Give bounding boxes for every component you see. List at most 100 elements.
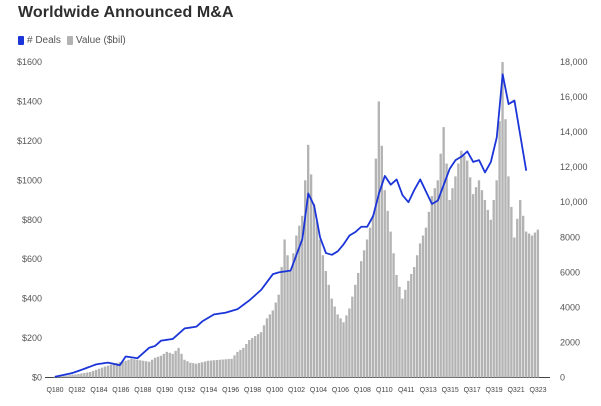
- bar-value: [245, 343, 248, 378]
- right-axis-tick-label: 12,000: [560, 162, 588, 172]
- x-axis-tick-label: Q186: [112, 387, 129, 394]
- bar-value: [127, 359, 130, 378]
- right-axis-tick-label: 4000: [560, 302, 580, 312]
- left-axis-tick-label: $1600: [17, 57, 42, 67]
- bar-value: [368, 227, 372, 378]
- bar-value: [410, 273, 413, 378]
- bar-value: [448, 200, 451, 378]
- bar-value: [463, 155, 466, 378]
- bar-value: [118, 362, 121, 378]
- bar-value: [510, 206, 513, 378]
- bar-value: [480, 190, 484, 378]
- bar-value: [395, 274, 398, 378]
- bar-value: [333, 306, 336, 378]
- bar-value: [327, 284, 330, 378]
- bar-value: [427, 211, 431, 378]
- bar-value: [513, 237, 516, 378]
- bar-value: [398, 286, 401, 378]
- bar-value: [206, 360, 210, 378]
- line-series-deals: [54, 73, 528, 378]
- x-axis-tick-label: Q319: [486, 387, 503, 394]
- bar-value: [351, 296, 354, 378]
- bar-value: [536, 229, 540, 378]
- x-axis-tick-label: Q102: [288, 387, 305, 394]
- bar-value: [100, 367, 104, 378]
- bar-value: [53, 376, 57, 378]
- legend-item-value[interactable]: Value ($bil): [66, 35, 126, 46]
- x-axis-tick-label: Q313: [420, 387, 437, 394]
- bar-value: [62, 375, 65, 378]
- bar-value: [262, 325, 266, 378]
- right-axis-tick-label: 6000: [560, 267, 580, 277]
- bar-value: [124, 360, 127, 378]
- bar-value: [530, 235, 534, 378]
- bar-value: [324, 271, 328, 378]
- bar-value: [248, 340, 251, 378]
- bar-value: [221, 359, 224, 378]
- bar-value: [516, 218, 519, 378]
- bar-value: [336, 314, 339, 378]
- x-axis-tick-label: Q192: [178, 387, 195, 394]
- bar-value: [524, 231, 528, 378]
- bar-value: [445, 163, 448, 378]
- right-axis-tick-label: 10,000: [560, 197, 588, 207]
- bar-value: [348, 308, 351, 378]
- bar-value: [371, 215, 375, 378]
- bar-value: [460, 150, 463, 378]
- legend-item-deals[interactable]: # Deals: [18, 35, 61, 46]
- bar-value: [312, 203, 316, 378]
- bar-value: [280, 267, 283, 378]
- bar-value: [174, 350, 177, 378]
- bar-value: [209, 360, 213, 378]
- bar-value: [171, 353, 174, 378]
- bar-value: [306, 144, 310, 378]
- bar-value: [374, 158, 378, 378]
- bar-value: [224, 359, 227, 378]
- bar-value: [150, 359, 154, 378]
- x-axis-tick-label: Q411: [398, 387, 415, 394]
- bar-value: [507, 176, 510, 378]
- right-axis-tick-label: 18,000: [560, 57, 588, 67]
- bar-series-value: [53, 62, 540, 378]
- bar-value: [198, 362, 201, 378]
- bar-value: [256, 334, 260, 378]
- bar-value: [189, 362, 192, 378]
- bar-value: [404, 289, 407, 378]
- bar-value: [392, 253, 395, 378]
- bar-value: [418, 243, 422, 378]
- bar-value: [91, 370, 95, 378]
- bar-value: [501, 62, 504, 378]
- left-axis-tick-label: $600: [22, 254, 42, 264]
- left-axis: $0 $200 $400 $600 $800 $1000 $1200 $1400 $1600: [17, 57, 42, 383]
- x-axis-tick-label: Q108: [354, 387, 371, 394]
- bar-value: [233, 355, 236, 378]
- bar-value: [71, 374, 74, 378]
- bar-value: [97, 368, 101, 378]
- bar-value: [309, 174, 313, 378]
- x-axis-tick-label: Q317: [464, 387, 481, 394]
- bar-value: [65, 375, 68, 378]
- bar-value: [268, 314, 272, 378]
- left-axis-tick-label: $1200: [17, 136, 42, 146]
- bar-value: [421, 235, 425, 378]
- bar-value: [186, 361, 189, 378]
- bar-value: [142, 360, 145, 378]
- x-axis-tick-label: Q182: [68, 387, 85, 394]
- left-axis-tick-label: $400: [22, 294, 42, 304]
- bar-value: [468, 177, 472, 378]
- left-axis-tick-label: $1000: [17, 175, 42, 185]
- bar-value: [519, 200, 522, 378]
- bar-value: [433, 188, 436, 378]
- bar-value: [271, 310, 274, 378]
- bar-value: [360, 261, 363, 378]
- bar-value: [139, 360, 142, 378]
- bar-value: [354, 284, 357, 378]
- bar-value: [330, 298, 333, 378]
- bar-value: [153, 357, 157, 378]
- bar-value: [183, 359, 186, 378]
- bar-value: [466, 160, 469, 378]
- bar-value: [286, 255, 289, 378]
- bar-value: [301, 215, 304, 378]
- bar-value: [504, 119, 507, 378]
